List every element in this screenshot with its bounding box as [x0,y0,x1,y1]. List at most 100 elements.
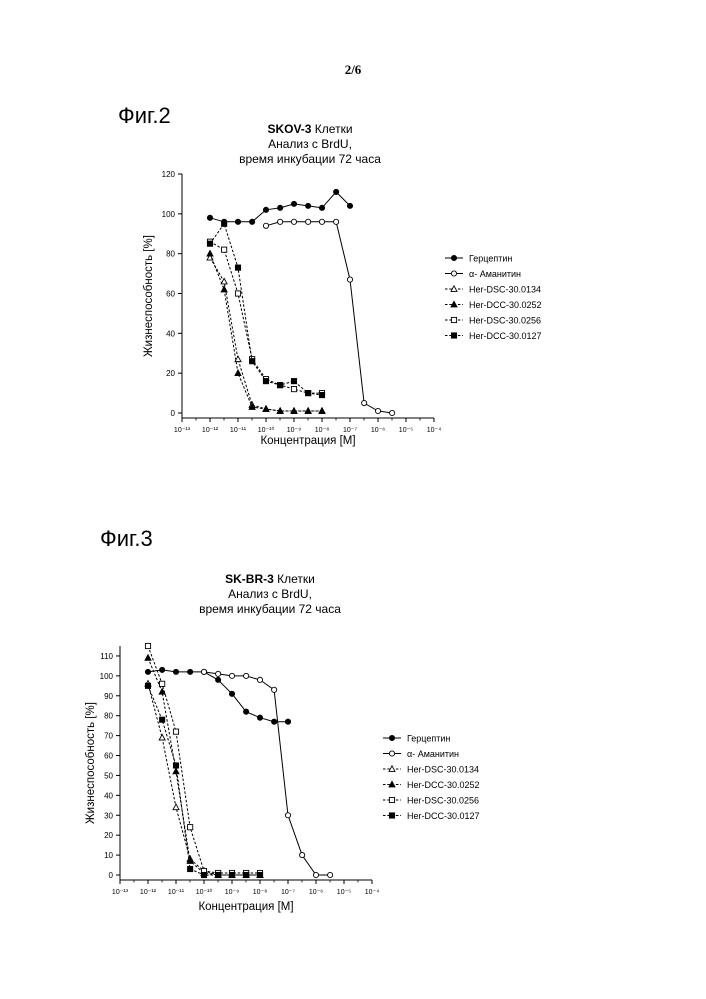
chart-1-series-4-point [318,406,326,414]
chart-2-x-tick-label: 10⁻⁹ [225,889,239,896]
chart-1-series-4-point [220,285,228,293]
chart-2-x-tick-label: 10⁻⁴ [365,889,380,896]
chart-2-series-1-point [159,666,166,673]
chart-1-legend-label: α- Аманитин [469,269,521,279]
chart-1-series-5-line [209,241,322,394]
chart-1-axes: 0 20 40 60 80 100 120 10⁻¹³ 10⁻¹² 10⁻¹¹ 10⁻¹⁰ 10⁻⁹ 1… [143,170,441,447]
chart-1-series-6-point [305,390,312,397]
chart-2-series-1-point [243,708,250,715]
chart-2-legend-marker [388,812,396,819]
chart-2-series-5-point [172,728,180,735]
chart-1-x-tick-label: 10⁻⁵ [399,427,413,434]
chart-2-series-5-point [187,824,194,831]
chart-1-series-1-point [305,202,312,209]
chart-1-x-tick-label: 10⁻⁴ [427,427,442,434]
chart-2-y-tick-label: 10 [104,851,113,860]
chart-2-y-tick-label: 0 [109,871,114,880]
chart-1-series-4-point [248,402,256,410]
chart-1-title-line-3: время инкубации 72 часа [239,152,381,166]
chart-2-x-tick-label: 10⁻¹⁰ [196,888,213,896]
chart-2-x-tick-label: 10⁻¹¹ [168,889,185,896]
chart-2-legend-label: α- Аманитин [407,749,459,759]
chart-1-x-tick-label: 10⁻¹² [202,427,219,434]
chart-2-series-1-point [256,714,264,721]
chart-2-series-2-point [228,672,236,679]
chart-2-series-6-point [187,865,194,873]
chart-1-series-6 [206,220,326,399]
chart-2-axes: 0 10 20 30 40 50 60 70 80 90 100 110 10⁻¹³ 10⁻¹² 10⁻¹¹… [85,646,379,913]
chart-1-series-4-point [290,406,298,414]
chart-1-legend-item: Her-DCC-30.0127 [445,331,542,341]
chart-1-series-1-point [318,204,326,211]
chart-2-series-2-point [312,871,320,879]
chart-2-legend-label: Her-DCC-30.0252 [407,780,480,790]
chart-1-series-4-point [304,406,312,414]
chart-1-series-2-point [290,218,298,225]
chart-2-legend-marker [388,750,396,757]
chart-1-legend-marker [450,300,458,308]
chart-2-series-3-point [158,733,166,741]
chart-2-series-3-point [172,803,180,811]
chart-1-series-1-point [346,202,354,209]
chart-2-series-1-point [271,718,278,725]
chart-1-y-tick-label: 60 [166,290,175,299]
chart-2-series-1-point [215,676,222,683]
chart-2-series-2-point [299,852,306,859]
chart-1-y-axis-label: Жизнеспособность [%] [143,235,155,357]
chart-1-series-4-line [209,253,322,412]
chart-1-series-1-point [333,188,340,195]
chart-1-y-tick-label: 80 [166,250,175,259]
chart-2-series-6-point [172,762,180,769]
chart-2-series-6-point [159,716,166,723]
chart-2-series-2-point [215,670,222,677]
chart-1-svg: 0 20 40 60 80 100 120 10⁻¹³ 10⁻¹² 10⁻¹¹ 10⁻¹⁰ 10⁻⁹ 1… [143,170,542,447]
chart-1-x-tick-label: 10⁻¹⁰ [258,426,275,434]
chart-1-y-tick-label: 120 [162,170,176,179]
chart-2-x-tick-label: 10⁻⁸ [253,889,267,896]
chart-1-series-6-point [234,264,242,271]
chart-2-svg: 0 10 20 30 40 50 60 70 80 90 100 110 10⁻¹³ 10⁻¹² 10⁻¹¹… [85,642,480,913]
chart-2-series-4-point [186,856,194,864]
chart-2-y-tick-label: 50 [104,771,113,780]
chart-1-series-6-point [262,378,270,385]
chart-1-legend-item: Her-DSC-30.0256 [445,316,541,326]
chart-1-series-1-point [249,218,256,225]
chart-2-legend-marker [388,734,396,742]
chart-1-series-2-point [262,222,270,229]
chart-1-y-tick-label: 0 [171,409,176,418]
chart-2-x-tick-label: 10⁻¹² [140,889,157,896]
chart-1-series-1-point [290,200,298,207]
chart-1-series-5-point [290,386,298,393]
chart-2-x-tick-label: 10⁻⁷ [281,889,295,896]
chart-1-title-line-1: SKOV-3 Клетки [180,122,440,137]
chart-2-y-tick-label: 20 [104,831,113,840]
chart-1-series-1-point [277,204,284,211]
chart-1-series-3-point [234,355,242,363]
chart-2-y-tick-label: 30 [104,811,113,820]
chart-2-series-4-point [144,653,152,661]
chart-1-legend-label: Her-DSC-30.0134 [469,285,541,295]
chart-2-series-1-point [284,718,292,725]
chart-1-series-6-point [221,220,228,227]
chart-2-series-4-point [158,687,166,695]
chart-1-series-5-point [221,246,228,253]
chart-2-series-2-point [200,668,208,675]
chart-1-series-4-point [262,404,270,412]
chart-1-series-1-point [234,218,242,225]
chart-2-series-2 [200,668,334,879]
chart-1-series-2-point [361,399,368,407]
chart-1-legend-item: Her-DCC-30.0252 [445,300,542,310]
chart-1-title-line-2: Анализ с BrdU, [268,137,352,151]
chart-1-series-2-point [346,276,354,283]
chart-2-series-2-point [256,676,264,683]
chart-2-x-tick-label: 10⁻⁶ [309,889,323,896]
chart-2-series-6-line [147,685,260,876]
chart-2-title-cells: Клетки [273,572,315,586]
chart-1-series-2-point [374,407,382,415]
chart-1-x-tick-label: 10⁻¹³ [174,427,191,434]
chart-2-y-tick-label: 100 [100,672,114,681]
chart-1-cell-line: SKOV-3 [267,122,312,136]
chart-2-title-line-1: SK-BR-3 Клетки [140,572,400,587]
chart-2-legend-marker [388,764,396,772]
chart-2-legend-item: Her-DCC-30.0127 [383,811,480,821]
